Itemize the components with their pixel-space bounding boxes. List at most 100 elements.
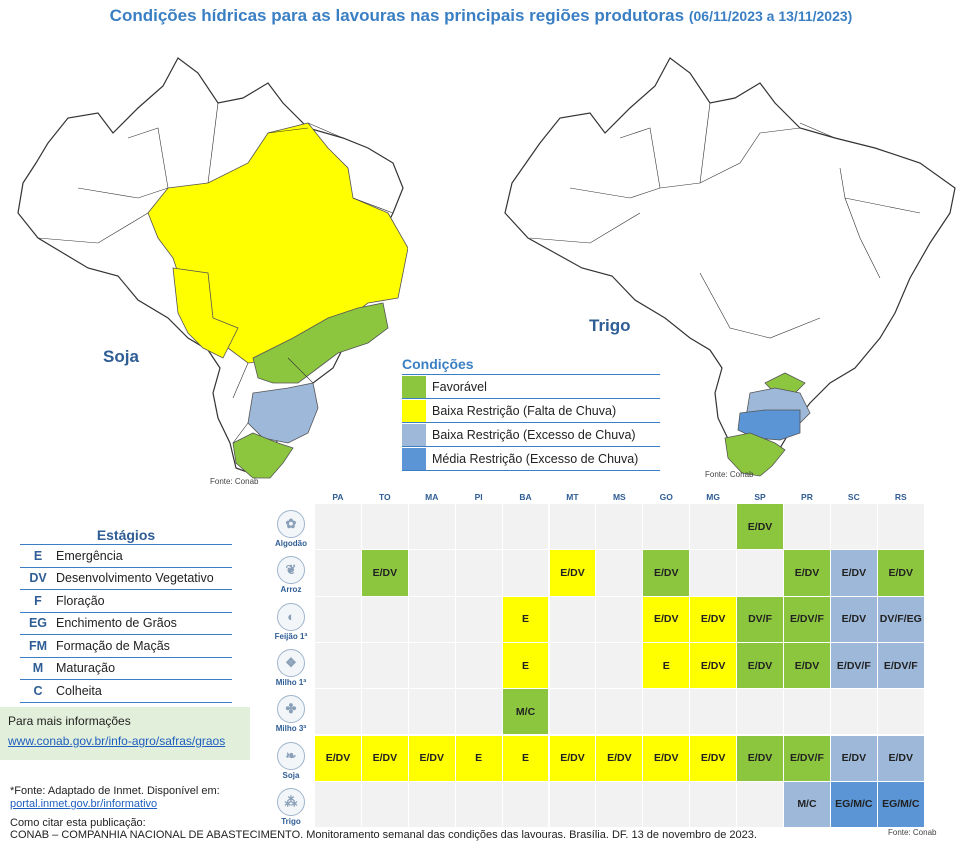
state-header-pa: PA	[332, 492, 344, 502]
swatch-baixa-excesso	[402, 423, 426, 446]
swatch-baixa-falta	[402, 399, 426, 422]
table-cell: E/DV	[830, 596, 877, 642]
table-cell	[784, 504, 830, 550]
stage-code: EG	[28, 616, 48, 631]
trigo-map-source: Fonte: Conab	[705, 470, 754, 479]
brazil-outline-trigo	[504, 57, 956, 475]
table-cell	[596, 689, 643, 735]
table-cell: E/DV/F	[784, 596, 830, 642]
table-cell	[361, 504, 408, 550]
table-cell: E/DV	[830, 550, 877, 596]
footnote-link-wrap: portal.inmet.gov.br/informativo	[10, 798, 157, 810]
table-cell	[502, 781, 549, 828]
table-cell	[315, 642, 361, 689]
stage-label: Desenvolvimento Vegetativo	[56, 571, 214, 586]
state-header-ba: BA	[519, 492, 532, 502]
table-cell: E	[502, 596, 549, 642]
info-box: Para mais informações www.conab.gov.br/i…	[0, 707, 250, 760]
state-header-rs: RS	[894, 492, 907, 502]
stage-code: FM	[28, 638, 48, 653]
table-cell: EG/M/C	[877, 781, 924, 828]
swatch-media-excesso	[402, 447, 426, 470]
soja-green-region	[252, 302, 389, 384]
state-header-pi: PI	[474, 492, 483, 502]
stage-label: Formação de Maçãs	[56, 638, 170, 653]
table-cell	[455, 642, 502, 689]
rice-icon: ❦	[277, 556, 305, 585]
swatch-favoravel	[402, 375, 426, 398]
table-cell: E/DV	[549, 550, 596, 596]
state-header-sc: SC	[847, 492, 860, 502]
table-cell	[455, 550, 502, 596]
corn-plant-icon: ✤	[277, 695, 305, 724]
crop-label-3: ❖ Milho 1ª	[270, 648, 312, 687]
table-cell: E/DV	[737, 504, 783, 550]
table-cell	[643, 504, 690, 550]
table-cell	[549, 504, 596, 550]
table-cell: E/DV	[690, 735, 737, 781]
table-cell	[737, 781, 783, 828]
table-cell	[408, 642, 455, 689]
table-cell: E	[502, 735, 549, 781]
table-cell	[549, 781, 596, 828]
table-cell	[408, 596, 455, 642]
table-cell	[408, 689, 455, 735]
table-cell	[455, 596, 502, 642]
table-cell	[690, 504, 737, 550]
condition-favoravel: Favorável	[402, 375, 660, 399]
state-header-to: TO	[379, 492, 391, 502]
conditions-legend: Condições Favorável Baixa Restrição (Fal…	[402, 356, 660, 471]
crop-name: Soja	[282, 770, 300, 780]
table-cell: M/C	[502, 689, 549, 735]
stage-row: FM Formação de Maçãs	[20, 635, 232, 658]
corn-icon: ❖	[277, 648, 305, 677]
crop-name: Milho 3ª	[275, 724, 307, 734]
crop-label-1: ❦ Arroz	[270, 556, 312, 594]
trigo-map	[500, 38, 960, 478]
info-link[interactable]: www.conab.gov.br/info-agro/safras/graos	[8, 734, 226, 748]
stage-row: C Colheita	[20, 680, 232, 703]
table-cell	[315, 596, 361, 642]
crop-label-0: ✿ Algodão	[270, 510, 312, 548]
state-header-go: GO	[659, 492, 673, 502]
table-cell	[877, 504, 924, 550]
stage-label: Floração	[56, 593, 105, 608]
table-cell: E/DV	[315, 735, 361, 781]
trigo-rs-green-region	[724, 432, 786, 477]
soja-map	[8, 38, 408, 483]
crop-name: Arroz	[280, 585, 302, 595]
table-cell: E/DV	[596, 735, 643, 781]
table-cell: E/DV	[737, 642, 783, 689]
table-cell: DV/F	[737, 596, 783, 642]
table-cell	[361, 781, 408, 828]
table-cell	[737, 689, 783, 735]
table-cell	[315, 504, 361, 550]
table-cell	[315, 550, 361, 596]
stage-code: DV	[29, 571, 47, 586]
stage-code: F	[34, 593, 42, 608]
citation: CONAB – COMPANHIA NACIONAL DE ABASTECIME…	[10, 829, 757, 841]
table-cell	[549, 596, 596, 642]
state-header-mg: MG	[706, 492, 720, 502]
stage-row: DV Desenvolvimento Vegetativo	[20, 568, 232, 590]
crop-label-4: ✤ Milho 3ª	[270, 695, 312, 733]
table-cell: E/DV	[690, 596, 737, 642]
table-cell	[830, 689, 877, 735]
table-cell	[408, 550, 455, 596]
stage-row: EG Enchimento de Grãos	[20, 613, 232, 635]
title-main: Condições hídricas para as lavouras nas …	[109, 6, 685, 25]
cotton-icon: ✿	[277, 510, 305, 538]
state-header-ms: MS	[612, 492, 626, 502]
table-cell	[737, 550, 783, 596]
table-cell: E	[643, 642, 690, 689]
table-cell	[455, 689, 502, 735]
soja-map-label: Soja	[103, 347, 139, 366]
state-header-sp: SP	[754, 492, 766, 502]
footnote-link[interactable]: portal.inmet.gov.br/informativo	[10, 798, 158, 810]
table-source: Fonte: Conab	[888, 828, 937, 837]
soja-rs-green-region	[232, 432, 294, 479]
table-cell: E	[502, 642, 549, 689]
info-text: Para mais informações	[8, 714, 131, 728]
table-cell	[596, 504, 643, 550]
table-cell: E/DV/F	[784, 735, 830, 781]
